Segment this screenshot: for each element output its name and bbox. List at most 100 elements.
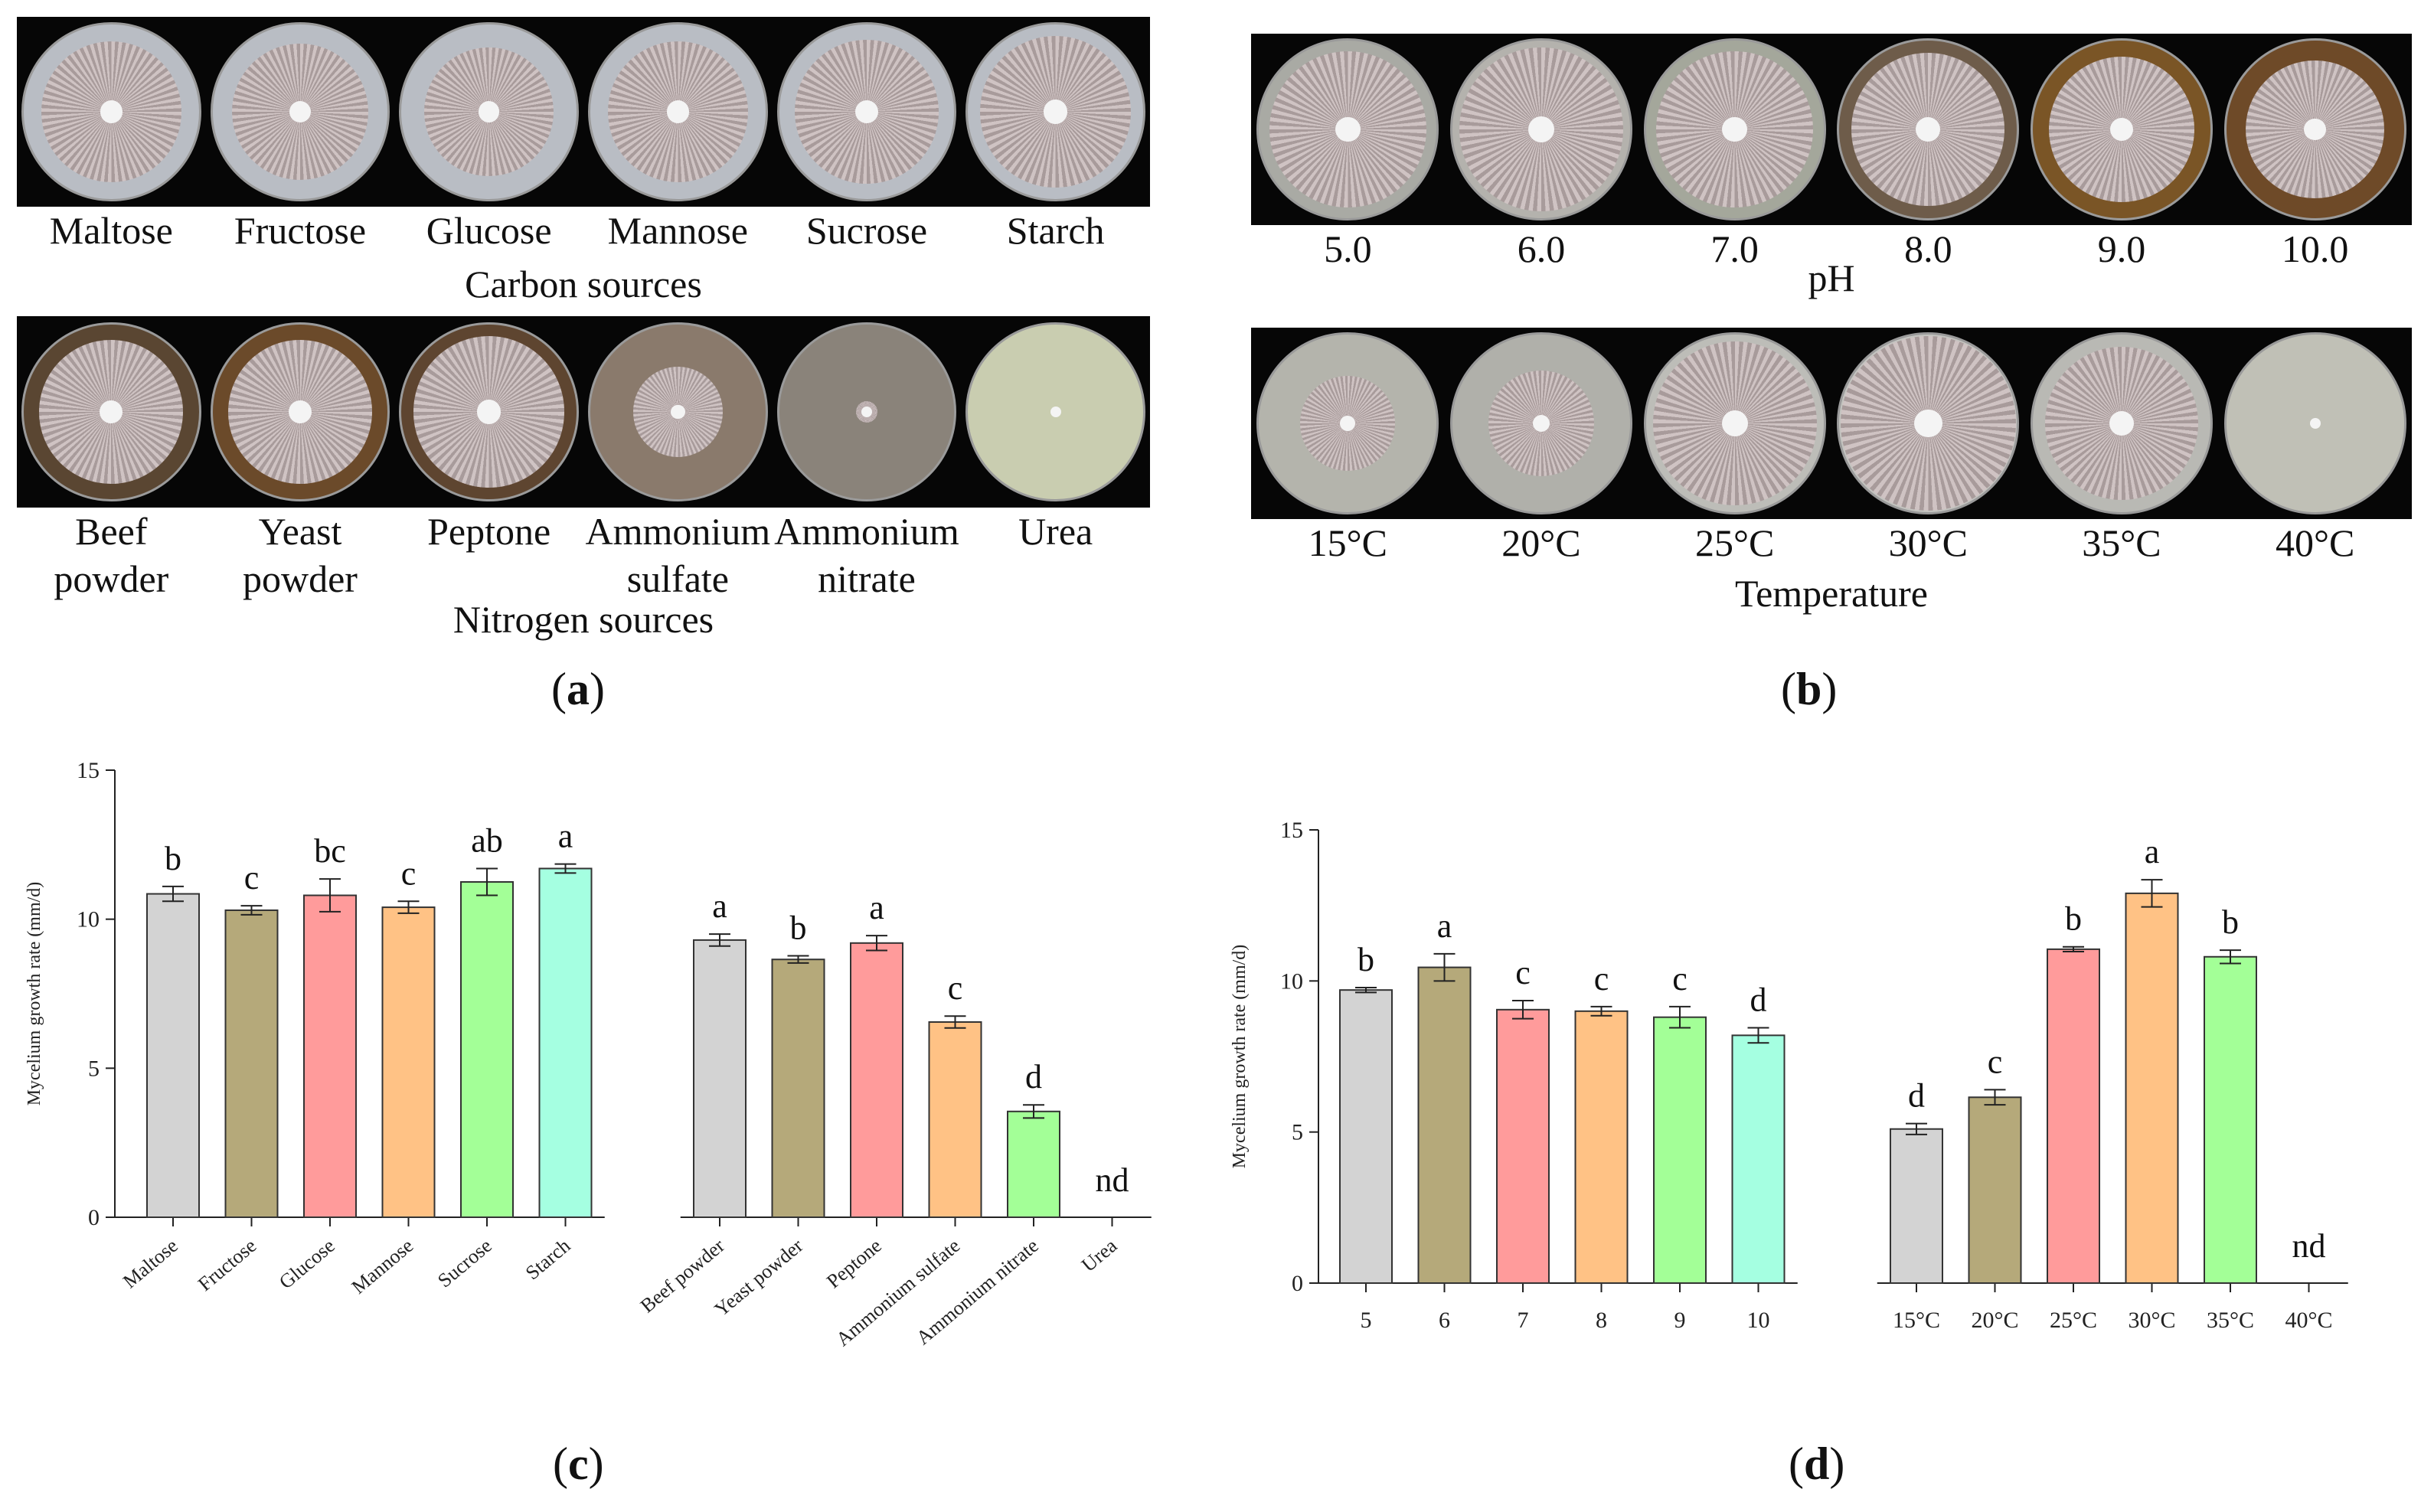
panel-label-b: (b) — [1781, 664, 1838, 714]
culture-plate — [2031, 332, 2213, 514]
bar — [1574, 1010, 1629, 1284]
culture-plate — [1256, 332, 1439, 514]
culture-plate — [588, 322, 768, 502]
plate-label: 5.0 — [1324, 227, 1372, 270]
significance-letter: b — [790, 909, 807, 947]
significance-letter: a — [869, 889, 884, 926]
ph-title: pH — [1808, 256, 1855, 299]
inoculum-spot — [1043, 100, 1068, 124]
culture-plate — [965, 322, 1145, 502]
significance-letter: a — [712, 887, 727, 925]
significance-letter: c — [1672, 960, 1688, 998]
x-category-label: 8 — [1596, 1308, 1607, 1333]
culture-plate — [776, 322, 957, 502]
inoculum-spot — [2304, 118, 2327, 141]
x-category-label: Maltose — [119, 1234, 182, 1292]
significance-letter: d — [1908, 1077, 1925, 1115]
culture-plate — [210, 322, 390, 502]
plate-label: sulfate — [626, 557, 729, 600]
plate-label: Mannose — [607, 209, 748, 252]
nitrogen-plate-strip — [17, 316, 1150, 508]
y-tick-label: 0 — [1292, 1271, 1303, 1296]
significance-letter: ab — [471, 821, 503, 859]
culture-plate — [1450, 332, 1632, 514]
significance-letter: c — [1988, 1043, 2003, 1080]
significance-letter: b — [165, 840, 181, 877]
culture-plate — [588, 21, 768, 202]
bar — [460, 881, 514, 1218]
inoculum-spot — [2309, 418, 2321, 429]
plate-label: 35°C — [2082, 521, 2161, 564]
plate-label: Urea — [1018, 510, 1093, 553]
bar — [928, 1021, 982, 1218]
plate-label: powder — [54, 557, 169, 600]
inoculum-spot — [1532, 414, 1550, 433]
culture-plate — [1837, 38, 2020, 220]
culture-plate — [1837, 332, 2020, 514]
significance-letter: c — [1515, 954, 1531, 991]
bar — [2125, 892, 2179, 1284]
x-category-label: 6 — [1439, 1308, 1450, 1333]
y-axis-label: Mycelium growth rate (mm/d) — [25, 882, 44, 1106]
culture-plate — [2223, 332, 2406, 514]
significance-letter: d — [1025, 1058, 1042, 1096]
x-category-label: Starch — [521, 1234, 575, 1284]
plate-label: 10.0 — [2281, 227, 2349, 270]
inoculum-spot — [1914, 409, 1942, 438]
panel-b: 5.0 6.0 7.0 8.0 9.0 10.0 pH 15°C 20°C 25°C 30°C 3… — [1225, 0, 2421, 735]
y-tick-label: 5 — [88, 1056, 100, 1081]
x-category-label: Fructose — [194, 1234, 260, 1295]
culture-plate — [2223, 38, 2406, 220]
bar — [538, 867, 593, 1218]
y-tick-label: 5 — [1292, 1120, 1303, 1145]
plate-label: Ammonium — [585, 510, 771, 553]
plate-label: Maltose — [49, 209, 173, 252]
x-category-label: 9 — [1674, 1308, 1686, 1333]
plate-label: Beef — [75, 510, 148, 553]
bar — [850, 942, 903, 1218]
significance-letter: c — [1594, 960, 1609, 998]
y-tick-label: 15 — [77, 758, 100, 783]
culture-plate — [399, 322, 579, 502]
x-category-label: Urea — [1077, 1234, 1122, 1276]
bar — [1339, 989, 1393, 1284]
inoculum-spot — [1050, 406, 1061, 417]
bar — [1417, 966, 1472, 1284]
x-category-label: 15°C — [1893, 1308, 1940, 1333]
bar — [381, 906, 436, 1219]
y-tick-label: 0 — [88, 1205, 100, 1230]
plate-label: Ammonium — [774, 510, 959, 553]
x-category-label: Sucrose — [433, 1234, 496, 1292]
culture-plate — [399, 21, 579, 202]
culture-plate — [210, 21, 390, 202]
inoculum-spot — [1527, 116, 1555, 143]
inoculum-spot — [670, 404, 685, 420]
ph-plate-strip — [1251, 34, 2412, 225]
bar — [2047, 948, 2100, 1284]
bar — [1653, 1016, 1707, 1284]
culture-plate — [776, 21, 957, 202]
significance-letter: b — [2065, 900, 2082, 938]
panel-label-a: (a) — [551, 664, 605, 714]
inoculum-spot — [288, 400, 312, 423]
plate-label: 6.0 — [1517, 227, 1566, 270]
plate-label: Peptone — [427, 510, 551, 553]
significance-letter: c — [948, 969, 963, 1007]
significance-letter: c — [401, 854, 417, 892]
significance-letter: nd — [2292, 1227, 2326, 1265]
culture-plate — [21, 21, 201, 202]
significance-letter: a — [1437, 907, 1452, 945]
inoculum-spot — [666, 100, 689, 123]
carbon-sources-title: Carbon sources — [465, 263, 702, 305]
inoculum-spot — [861, 406, 872, 417]
y-tick-label: 10 — [1280, 968, 1303, 994]
panel-label-d: (d) — [1789, 1439, 1845, 1489]
inoculum-spot — [100, 400, 123, 423]
plate-label: nitrate — [818, 557, 916, 600]
plate-label: Starch — [1006, 209, 1105, 252]
y-tick-label: 10 — [77, 907, 100, 932]
bar — [693, 939, 747, 1218]
plate-label: 25°C — [1694, 521, 1775, 564]
plate-label: 8.0 — [1904, 227, 1952, 270]
culture-plate — [1256, 38, 1439, 220]
